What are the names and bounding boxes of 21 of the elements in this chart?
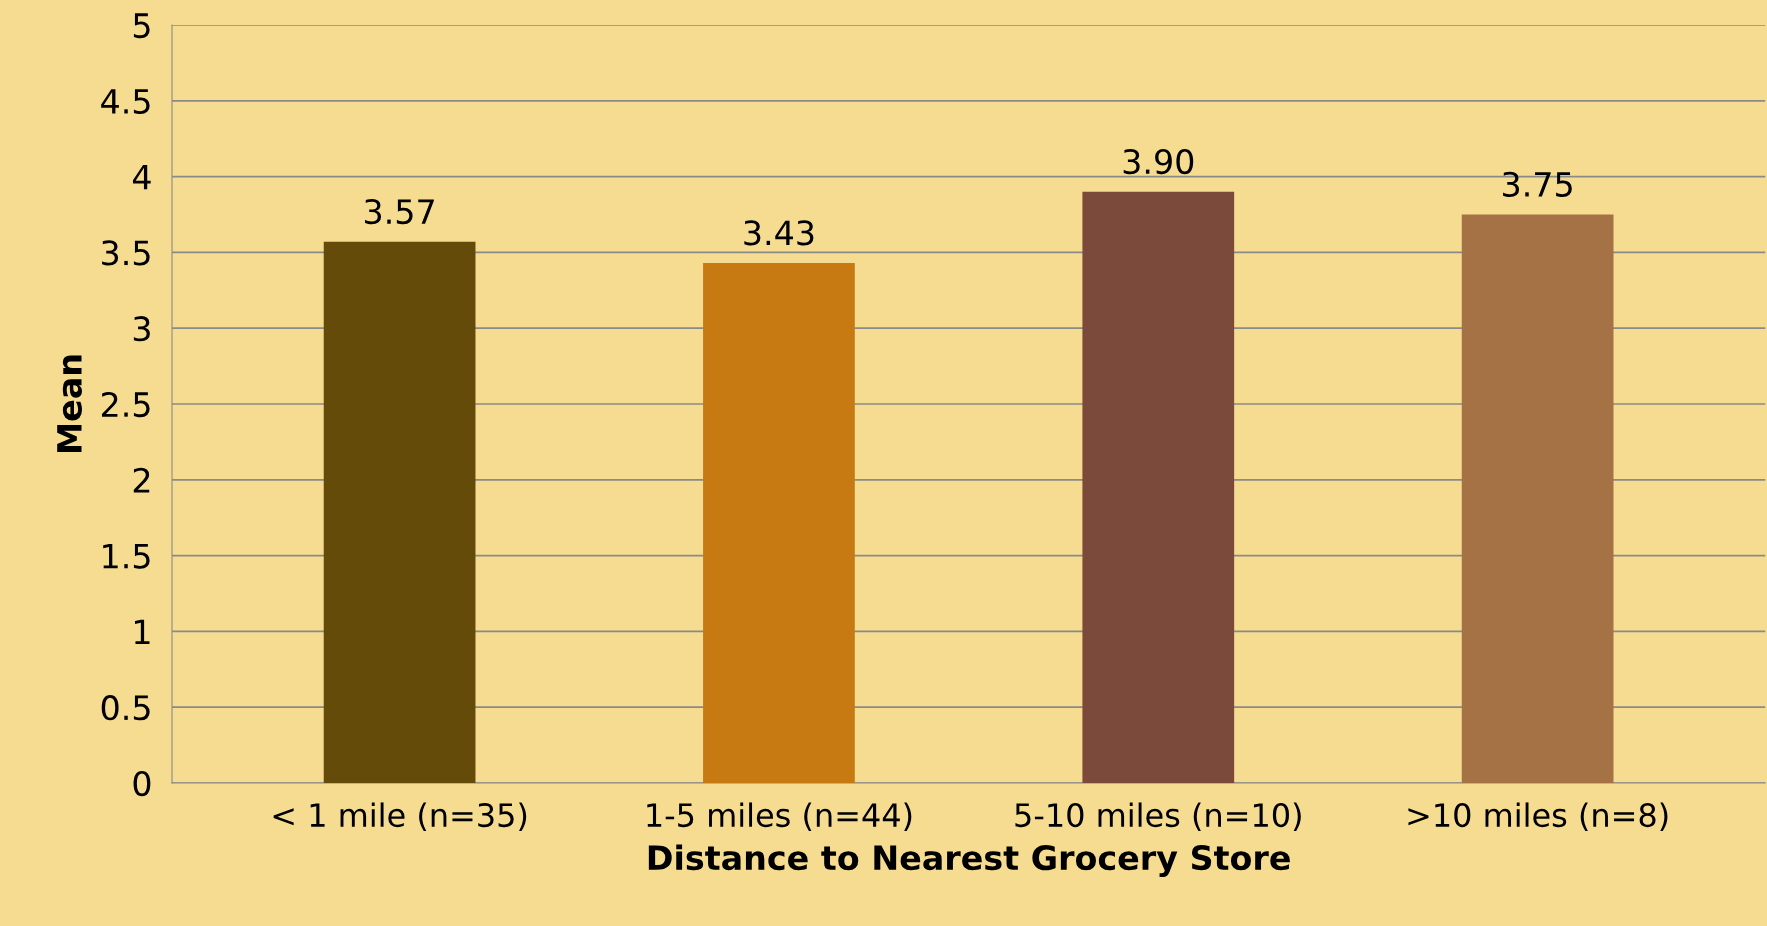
y-tick-label: 4.5 [101,89,150,114]
y-tick-label: 2.5 [101,391,150,418]
x-tick-label: 5-10 miles (n=10) [1015,802,1301,831]
y-tick-label: 3.5 [102,240,150,266]
y-tick-label: 0.5 [101,695,150,721]
data-label: 3.75 [1503,171,1572,197]
y-tick-label: 2 [133,467,150,493]
data-label: 3.57 [365,199,434,225]
data-label: 3.43 [744,220,814,246]
y-tick-label: 1.5 [103,543,150,569]
x-tick-label: >10 miles (n=8) [1408,802,1668,831]
y-axis-title: Mean [57,355,82,452]
x-tick-label: < 1 mile (n=35) [273,802,527,831]
y-tick-label: 1 [135,619,150,645]
data-label: 3.90 [1123,148,1194,175]
y-tick-label: 0 [133,770,151,797]
y-tick-label: 5 [133,13,150,39]
x-axis-title: Distance to Nearest Grocery Store [648,844,1290,877]
y-tick-label: 3 [133,316,150,342]
x-tick-label: 1-5 miles (n=44) [647,802,912,831]
y-tick-label: 4 [132,164,151,190]
